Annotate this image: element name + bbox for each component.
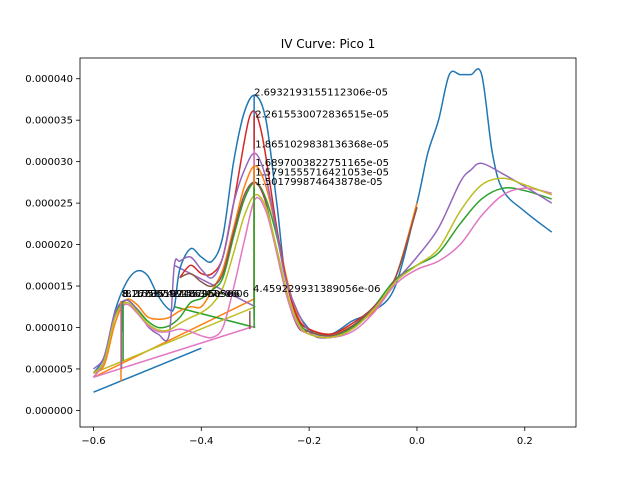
annotation-label-6: 4.459229931389056e-06: [253, 284, 380, 295]
annotation-label-1: 2.2615530072836515e-05: [255, 110, 389, 121]
x-tick-label-3: 0.0: [409, 436, 425, 447]
annotation-label-0: 2.6932193155112306e-05: [254, 87, 388, 98]
y-tick-label-7: 0.000035: [25, 116, 73, 127]
series-line-3: [179, 110, 418, 336]
x-tick-label-0: −0.6: [81, 436, 105, 447]
fit-line-0: [93, 347, 202, 393]
x-tick-label-2: −0.2: [297, 436, 321, 447]
series-layer: [92, 68, 553, 393]
annotation-label-9: 8.1658742155347e-06: [125, 289, 240, 300]
y-tick-label-8: 0.000040: [25, 74, 73, 85]
axes-frame: [79, 57, 577, 428]
y-axis: 0.000000 0.000005 0.000010 0.000015 0.000020…: [25, 74, 80, 417]
series-line-4: [92, 152, 553, 370]
annotation-layer: 2.6932193155112306e-05 2.2615530072836515…: [122, 87, 390, 299]
y-tick-label-2: 0.000010: [25, 323, 73, 334]
annotation-label-7: 8.167895991862505e-06: [122, 289, 249, 300]
fit-line-2: [174, 306, 256, 329]
x-tick-label-4: 0.2: [517, 436, 533, 447]
y-tick-label-3: 0.000015: [25, 282, 73, 293]
series-line-2: [92, 181, 552, 378]
annotation-label-8: 8.2763519246795e-06: [123, 289, 238, 300]
annotation-label-4: 1.5791555716421053e-05: [255, 168, 389, 179]
y-tick-label-4: 0.000020: [25, 240, 73, 251]
x-axis: −0.6 −0.4 −0.2 0.0 0.2: [81, 427, 533, 447]
series-line-0: [92, 68, 553, 374]
annotation-label-5: 1.501799874643878e-05: [255, 177, 382, 188]
y-tick-label-5: 0.000025: [25, 199, 73, 210]
series-line-6: [92, 187, 552, 378]
y-tick-label-6: 0.000030: [25, 157, 73, 168]
x-tick-label-1: −0.4: [189, 436, 213, 447]
y-tick-label-0: 0.000000: [25, 406, 73, 417]
plot-area: [92, 68, 553, 393]
series-line-7: [92, 177, 553, 374]
chart-title: IV Curve: Pico 1: [281, 37, 376, 51]
y-tick-label-1: 0.000005: [25, 364, 73, 375]
annotation-label-2: 1.8651029838136368e-05: [255, 140, 389, 151]
annotation-label-3: 1.6897003822751165e-05: [255, 158, 389, 169]
